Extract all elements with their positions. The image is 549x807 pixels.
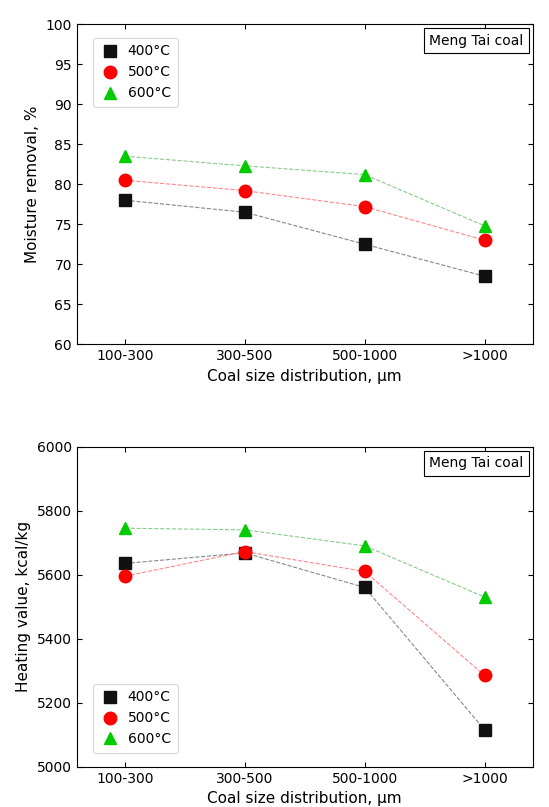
600°C [361, 541, 368, 550]
Line: 600°C: 600°C [119, 150, 491, 232]
400°C [242, 207, 248, 217]
Text: Meng Tai coal: Meng Tai coal [429, 456, 523, 470]
400°C [481, 271, 488, 281]
500°C [242, 186, 248, 195]
X-axis label: Coal size distribution, μm: Coal size distribution, μm [208, 369, 402, 383]
600°C [481, 592, 488, 602]
Legend: 400°C, 500°C, 600°C: 400°C, 500°C, 600°C [93, 38, 178, 107]
600°C [121, 524, 128, 533]
500°C [361, 202, 368, 211]
400°C [121, 558, 128, 568]
Y-axis label: Heating value, kcal/kg: Heating value, kcal/kg [16, 521, 31, 692]
400°C [121, 195, 128, 205]
500°C [481, 671, 488, 680]
500°C [242, 547, 248, 557]
600°C [121, 152, 128, 161]
600°C [481, 221, 488, 231]
X-axis label: Coal size distribution, μm: Coal size distribution, μm [208, 791, 402, 806]
Line: 600°C: 600°C [119, 522, 491, 604]
600°C [242, 525, 248, 535]
400°C [481, 725, 488, 734]
500°C [121, 175, 128, 185]
600°C [242, 161, 248, 170]
400°C [361, 583, 368, 592]
500°C [121, 571, 128, 581]
500°C [481, 236, 488, 245]
Line: 400°C: 400°C [119, 546, 491, 736]
Text: Meng Tai coal: Meng Tai coal [429, 34, 523, 48]
Line: 500°C: 500°C [119, 174, 491, 246]
500°C [361, 567, 368, 576]
400°C [361, 240, 368, 249]
600°C [361, 169, 368, 179]
Line: 400°C: 400°C [119, 194, 491, 282]
Line: 500°C: 500°C [119, 546, 491, 682]
Legend: 400°C, 500°C, 600°C: 400°C, 500°C, 600°C [93, 684, 178, 753]
400°C [242, 548, 248, 558]
Y-axis label: Moisture removal, %: Moisture removal, % [25, 106, 40, 263]
